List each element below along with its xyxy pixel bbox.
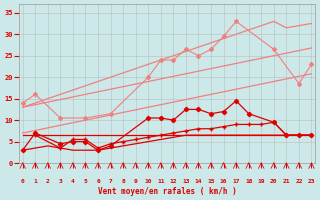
X-axis label: Vent moyen/en rafales ( km/h ): Vent moyen/en rafales ( km/h ) — [98, 187, 236, 196]
